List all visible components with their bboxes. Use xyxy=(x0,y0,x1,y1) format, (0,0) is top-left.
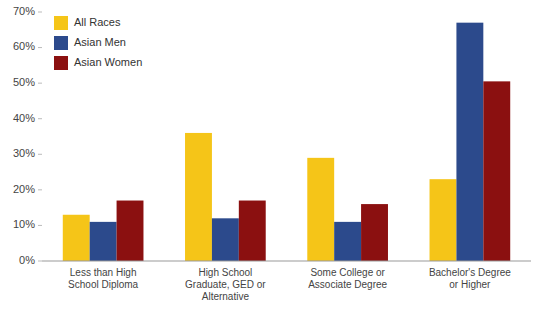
y-tick-label: 30% xyxy=(13,147,35,159)
bar xyxy=(63,215,90,261)
bar xyxy=(483,81,510,261)
y-tick-label: 40% xyxy=(13,112,35,124)
bar xyxy=(185,133,212,261)
bar xyxy=(361,204,388,261)
y-tick xyxy=(38,12,42,13)
y-tick xyxy=(38,225,42,226)
y-tick-label: 20% xyxy=(13,183,35,195)
bar xyxy=(212,218,239,261)
y-tick xyxy=(38,154,42,155)
bar xyxy=(430,179,457,261)
legend-label: All Races xyxy=(74,16,121,28)
bar xyxy=(239,201,266,261)
chart: 0% 10% 20% 30% 40% 50% 60% 70% Less than HighSch… xyxy=(0,0,541,313)
x-tick-label: Less than HighSchool Diploma xyxy=(68,267,138,290)
legend-swatch xyxy=(54,56,68,70)
y-tick xyxy=(38,118,42,119)
bars xyxy=(63,23,510,261)
legend-label: Asian Men xyxy=(74,36,126,48)
y-tick-label: 0% xyxy=(19,254,35,266)
x-axis: Less than HighSchool Diploma High SchoolG… xyxy=(42,261,531,302)
legend: All Races Asian Men Asian Women xyxy=(54,16,142,70)
y-tick xyxy=(38,189,42,190)
bar xyxy=(307,158,334,261)
x-tick-label: Bachelor's Degreeor Higher xyxy=(429,267,511,290)
y-tick xyxy=(38,261,42,262)
legend-swatch xyxy=(54,36,68,50)
bar xyxy=(90,222,117,261)
x-tick-label: High SchoolGraduate, GED orAlternative xyxy=(185,267,266,302)
bar xyxy=(456,23,483,261)
y-tick xyxy=(38,47,42,48)
y-axis: 0% 10% 20% 30% 40% 50% 60% 70% xyxy=(13,5,42,266)
legend-label: Asian Women xyxy=(74,56,142,68)
y-tick-label: 50% xyxy=(13,76,35,88)
y-tick-label: 60% xyxy=(13,40,35,52)
x-tick-label: Some College orAssociate Degree xyxy=(308,267,387,290)
y-tick xyxy=(38,83,42,84)
legend-swatch xyxy=(54,16,68,30)
x-axis-line xyxy=(42,261,531,262)
y-tick-label: 70% xyxy=(13,5,35,17)
y-tick-label: 10% xyxy=(13,218,35,230)
bar xyxy=(334,222,361,261)
bar xyxy=(117,201,144,261)
